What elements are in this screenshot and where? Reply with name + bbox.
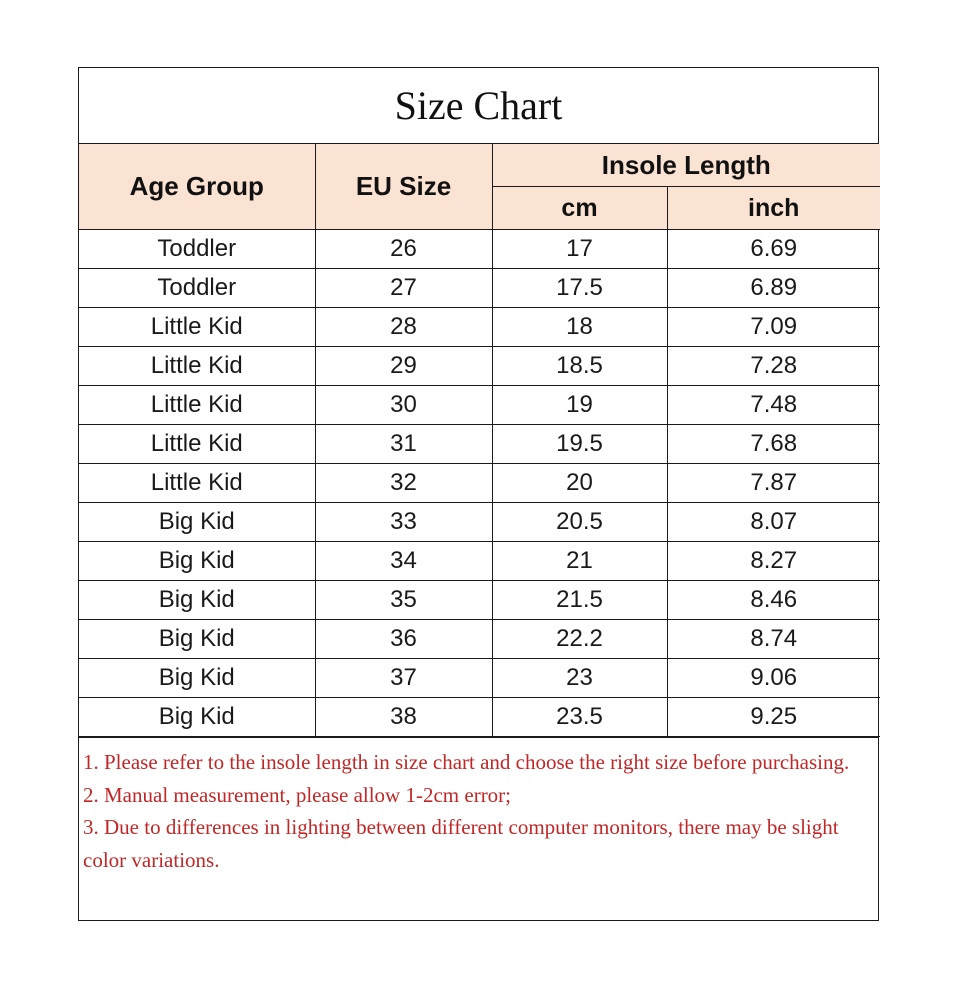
cell-cm: 19.5	[491, 424, 668, 464]
cell-cm: 23	[491, 658, 668, 698]
cell-eu-size: 31	[314, 424, 493, 464]
cell-inch: 6.89	[666, 268, 880, 308]
size-table: Age Group EU Size Insole Length cm inch …	[79, 144, 880, 737]
header-cm: cm	[492, 186, 668, 230]
note-1: 1. Please refer to the insole length in …	[83, 750, 850, 774]
table-row: Little Kid 29 18.5 7.28	[79, 346, 880, 386]
cell-inch: 8.46	[666, 580, 880, 620]
cell-eu-size: 28	[314, 307, 493, 347]
cell-eu-size: 27	[314, 268, 493, 308]
cell-eu-size: 34	[314, 541, 493, 581]
cell-eu-size: 36	[314, 619, 493, 659]
table-row: Big Kid 38 23.5 9.25	[79, 697, 880, 737]
size-chart: Size Chart Age Group EU Size Insole Leng…	[78, 67, 880, 921]
table-row: Toddler 27 17.5 6.89	[79, 268, 880, 308]
header-row: Age Group EU Size Insole Length	[79, 144, 880, 230]
cell-age-group: Little Kid	[79, 307, 316, 347]
cell-inch: 7.87	[666, 463, 880, 503]
cell-eu-size: 35	[314, 580, 493, 620]
table-row: Big Kid 33 20.5 8.07	[79, 502, 880, 542]
note-3: 3. Due to differences in lighting betwee…	[83, 815, 839, 872]
cell-age-group: Toddler	[79, 229, 316, 269]
cell-cm: 17	[491, 229, 668, 269]
cell-cm: 18.5	[491, 346, 668, 386]
cell-cm: 18	[491, 307, 668, 347]
cell-age-group: Little Kid	[79, 424, 316, 464]
cell-cm: 21	[491, 541, 668, 581]
cell-eu-size: 29	[314, 346, 493, 386]
table-row: Little Kid 28 18 7.09	[79, 307, 880, 347]
table-row: Little Kid 31 19.5 7.68	[79, 424, 880, 464]
cell-age-group: Big Kid	[79, 619, 316, 659]
table-row: Toddler 26 17 6.69	[79, 229, 880, 269]
cell-age-group: Little Kid	[79, 385, 316, 425]
cell-eu-size: 38	[314, 697, 493, 737]
cell-age-group: Big Kid	[79, 658, 316, 698]
table-row: Big Kid 37 23 9.06	[79, 658, 880, 698]
table-row: Little Kid 32 20 7.87	[79, 463, 880, 503]
table-row: Big Kid 34 21 8.27	[79, 541, 880, 581]
cell-inch: 7.28	[666, 346, 880, 386]
header-eu-size: EU Size	[314, 144, 493, 230]
cell-inch: 7.68	[666, 424, 880, 464]
cell-cm: 19	[491, 385, 668, 425]
cell-age-group: Toddler	[79, 268, 316, 308]
cell-age-group: Big Kid	[79, 541, 316, 581]
cell-inch: 9.25	[666, 697, 880, 737]
cell-eu-size: 37	[314, 658, 493, 698]
cell-inch: 9.06	[666, 658, 880, 698]
cell-inch: 7.09	[666, 307, 880, 347]
table-body: Toddler 26 17 6.69 Toddler 27 17.5 6.89 Little K…	[79, 229, 880, 737]
chart-title: Size Chart	[79, 68, 878, 144]
header-insole-length: Insole Length	[491, 144, 880, 187]
cell-inch: 8.07	[666, 502, 880, 542]
cell-age-group: Big Kid	[79, 697, 316, 737]
notes-section: 1. Please refer to the insole length in …	[79, 737, 878, 882]
cell-cm: 21.5	[491, 580, 668, 620]
cell-age-group: Big Kid	[79, 502, 316, 542]
table-row: Little Kid 30 19 7.48	[79, 385, 880, 425]
table-row: Big Kid 35 21.5 8.46	[79, 580, 880, 620]
header-age-group: Age Group	[79, 144, 316, 230]
cell-eu-size: 32	[314, 463, 493, 503]
cell-age-group: Little Kid	[79, 463, 316, 503]
cell-age-group: Little Kid	[79, 346, 316, 386]
cell-cm: 20	[491, 463, 668, 503]
cell-cm: 23.5	[491, 697, 668, 737]
header-inch: inch	[666, 186, 880, 230]
cell-inch: 6.69	[666, 229, 880, 269]
cell-eu-size: 26	[314, 229, 493, 269]
cell-cm: 20.5	[491, 502, 668, 542]
table-row: Big Kid 36 22.2 8.74	[79, 619, 880, 659]
cell-inch: 8.74	[666, 619, 880, 659]
cell-cm: 17.5	[491, 268, 668, 308]
note-2: 2. Manual measurement, please allow 1-2c…	[83, 782, 512, 807]
cell-inch: 7.48	[666, 385, 880, 425]
cell-cm: 22.2	[491, 619, 668, 659]
cell-age-group: Big Kid	[79, 580, 316, 620]
cell-eu-size: 30	[314, 385, 493, 425]
cell-eu-size: 33	[314, 502, 493, 542]
cell-inch: 8.27	[666, 541, 880, 581]
